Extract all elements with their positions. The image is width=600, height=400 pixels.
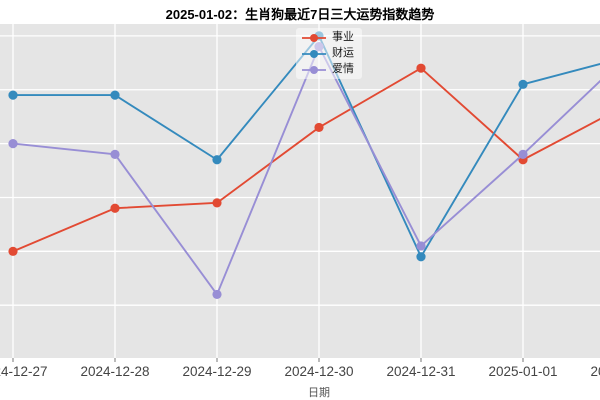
data-point-财运 bbox=[416, 252, 426, 262]
data-point-财运 bbox=[110, 90, 120, 100]
data-point-事业 bbox=[314, 122, 324, 133]
data-point-财运 bbox=[518, 79, 528, 89]
legend-marker-icon bbox=[302, 65, 326, 74]
data-point-事业 bbox=[416, 63, 426, 73]
chart-title: 2025-01-02：生肖狗最近7日三大运势指数趋势 bbox=[165, 7, 435, 22]
data-point-爱情 bbox=[110, 149, 120, 159]
legend-label: 事业 bbox=[332, 31, 354, 43]
legend: 事业 财运 爱情 bbox=[296, 28, 362, 79]
legend-marker-icon bbox=[302, 49, 326, 58]
data-point-爱情 bbox=[8, 138, 18, 149]
legend-marker-icon bbox=[302, 33, 326, 42]
data-point-爱情 bbox=[416, 241, 426, 251]
data-point-财运 bbox=[8, 90, 18, 100]
data-point-爱情 bbox=[212, 289, 222, 300]
legend-item-财运: 财运 bbox=[301, 46, 354, 61]
data-point-事业 bbox=[8, 246, 18, 256]
legend-label: 财运 bbox=[332, 47, 354, 59]
data-point-事业 bbox=[110, 203, 120, 213]
legend-label: 爱情 bbox=[332, 63, 354, 75]
data-point-财运 bbox=[212, 155, 222, 165]
legend-item-事业: 事业 bbox=[301, 30, 354, 45]
data-point-爱情 bbox=[518, 149, 528, 159]
data-point-事业 bbox=[212, 198, 222, 208]
plot-background bbox=[0, 24, 600, 358]
legend-item-爱情: 爱情 bbox=[301, 62, 354, 77]
